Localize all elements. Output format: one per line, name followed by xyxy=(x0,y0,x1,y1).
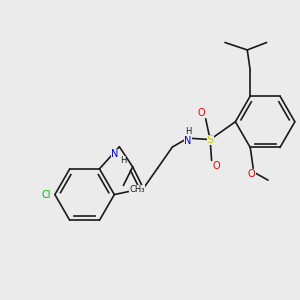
Text: N: N xyxy=(111,149,118,159)
Text: O: O xyxy=(248,169,256,179)
Text: Cl: Cl xyxy=(41,190,51,200)
Text: H: H xyxy=(120,156,126,165)
Text: S: S xyxy=(207,135,214,145)
Text: N: N xyxy=(184,136,191,146)
Text: O: O xyxy=(197,108,205,118)
Text: O: O xyxy=(212,161,220,171)
Text: CH₃: CH₃ xyxy=(129,185,145,194)
Text: H: H xyxy=(184,127,191,136)
